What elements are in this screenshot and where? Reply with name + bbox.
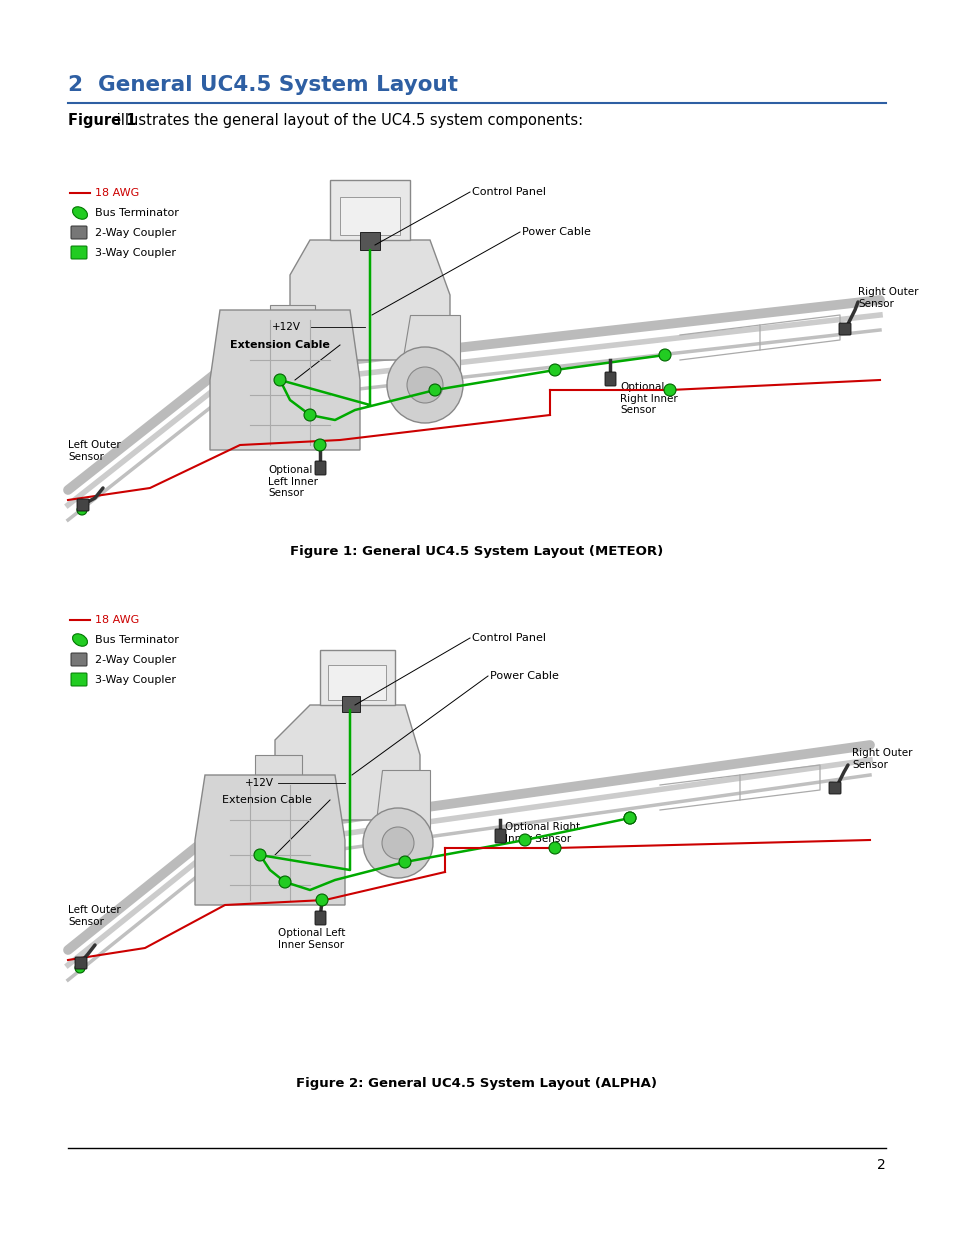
Circle shape xyxy=(75,963,85,973)
Circle shape xyxy=(381,827,414,860)
Circle shape xyxy=(252,823,292,863)
Polygon shape xyxy=(399,315,459,375)
Polygon shape xyxy=(290,240,450,359)
Text: illustrates the general layout of the UC4.5 system components:: illustrates the general layout of the UC… xyxy=(112,112,582,128)
Text: Extension Cable: Extension Cable xyxy=(230,340,330,350)
Ellipse shape xyxy=(72,634,88,646)
FancyBboxPatch shape xyxy=(71,673,87,685)
Circle shape xyxy=(659,350,670,361)
Text: +12V: +12V xyxy=(272,322,301,332)
Text: 2: 2 xyxy=(877,1158,885,1172)
Circle shape xyxy=(429,384,440,396)
Text: Figure 1: Figure 1 xyxy=(68,112,136,128)
Circle shape xyxy=(274,374,286,387)
Text: Left Outer
Sensor: Left Outer Sensor xyxy=(68,440,121,462)
Circle shape xyxy=(548,364,560,375)
FancyBboxPatch shape xyxy=(71,653,87,666)
Circle shape xyxy=(363,808,433,878)
Text: 3-Way Coupler: 3-Way Coupler xyxy=(95,676,175,685)
Polygon shape xyxy=(270,305,314,370)
Ellipse shape xyxy=(72,206,88,220)
Text: 18 AWG: 18 AWG xyxy=(95,188,139,198)
Polygon shape xyxy=(254,755,302,823)
FancyBboxPatch shape xyxy=(314,911,326,925)
Circle shape xyxy=(387,347,462,424)
Text: Bus Terminator: Bus Terminator xyxy=(95,207,179,219)
Text: 18 AWG: 18 AWG xyxy=(95,615,139,625)
Circle shape xyxy=(663,384,676,396)
Text: Optional Left
Inner Sensor: Optional Left Inner Sensor xyxy=(277,927,345,950)
FancyBboxPatch shape xyxy=(314,461,326,475)
FancyBboxPatch shape xyxy=(495,829,505,844)
Circle shape xyxy=(407,367,442,403)
Text: 2-Way Coupler: 2-Way Coupler xyxy=(95,228,176,238)
Circle shape xyxy=(623,811,636,824)
Polygon shape xyxy=(274,705,419,820)
FancyBboxPatch shape xyxy=(828,782,841,794)
Text: Control Panel: Control Panel xyxy=(472,634,545,643)
Text: Figure 2: General UC4.5 System Layout (ALPHA): Figure 2: General UC4.5 System Layout (A… xyxy=(296,1077,657,1091)
Circle shape xyxy=(398,856,411,868)
FancyBboxPatch shape xyxy=(339,198,399,235)
Polygon shape xyxy=(210,310,359,450)
Text: Power Cable: Power Cable xyxy=(521,227,590,237)
Text: Right Outer
Sensor: Right Outer Sensor xyxy=(851,748,911,769)
Text: 3-Way Coupler: 3-Way Coupler xyxy=(95,248,175,258)
FancyBboxPatch shape xyxy=(604,372,616,387)
Text: Figure 1: General UC4.5 System Layout (METEOR): Figure 1: General UC4.5 System Layout (M… xyxy=(290,545,663,558)
Text: Extension Cable: Extension Cable xyxy=(222,795,312,805)
Text: Power Cable: Power Cable xyxy=(490,671,558,680)
FancyBboxPatch shape xyxy=(319,650,395,705)
Polygon shape xyxy=(194,776,345,905)
FancyBboxPatch shape xyxy=(71,246,87,259)
Text: 2  General UC4.5 System Layout: 2 General UC4.5 System Layout xyxy=(68,75,457,95)
Circle shape xyxy=(304,409,315,421)
Text: 2-Way Coupler: 2-Way Coupler xyxy=(95,655,176,664)
Circle shape xyxy=(253,848,266,861)
FancyBboxPatch shape xyxy=(341,697,359,713)
Circle shape xyxy=(548,842,560,853)
Circle shape xyxy=(278,876,291,888)
Text: Control Panel: Control Panel xyxy=(472,186,545,198)
Text: Optional
Left Inner
Sensor: Optional Left Inner Sensor xyxy=(268,466,317,498)
FancyBboxPatch shape xyxy=(838,324,850,335)
Circle shape xyxy=(623,811,636,824)
Circle shape xyxy=(315,894,328,906)
FancyBboxPatch shape xyxy=(330,180,410,240)
Text: +12V: +12V xyxy=(245,778,274,788)
FancyBboxPatch shape xyxy=(77,499,89,511)
FancyBboxPatch shape xyxy=(359,232,379,249)
Text: Optional Right
Inner Sensor: Optional Right Inner Sensor xyxy=(504,823,579,844)
Text: Bus Terminator: Bus Terminator xyxy=(95,635,179,645)
Text: Left Outer
Sensor: Left Outer Sensor xyxy=(68,905,121,926)
Text: Optional
Right Inner
Sensor: Optional Right Inner Sensor xyxy=(619,382,677,415)
Circle shape xyxy=(77,505,87,515)
Circle shape xyxy=(314,438,326,451)
Text: Right Outer
Sensor: Right Outer Sensor xyxy=(857,287,918,309)
Circle shape xyxy=(518,834,531,846)
FancyBboxPatch shape xyxy=(71,226,87,240)
FancyBboxPatch shape xyxy=(328,664,386,700)
Circle shape xyxy=(268,363,312,408)
Polygon shape xyxy=(375,769,430,830)
FancyBboxPatch shape xyxy=(75,957,87,969)
